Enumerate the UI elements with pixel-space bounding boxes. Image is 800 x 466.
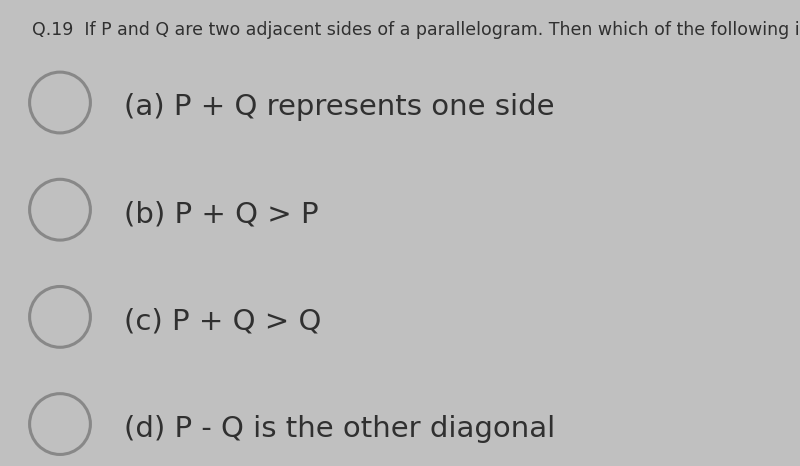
Text: (a) P + Q represents one side: (a) P + Q represents one side (124, 93, 554, 121)
Text: (b) P + Q > P: (b) P + Q > P (124, 200, 318, 228)
Text: Q.19  If P and Q are two adjacent sides of a parallelogram. Then which of the fo: Q.19 If P and Q are two adjacent sides o… (32, 21, 800, 39)
Text: (d) P - Q is the other diagonal: (d) P - Q is the other diagonal (124, 415, 555, 443)
Text: (c) P + Q > Q: (c) P + Q > Q (124, 308, 322, 336)
